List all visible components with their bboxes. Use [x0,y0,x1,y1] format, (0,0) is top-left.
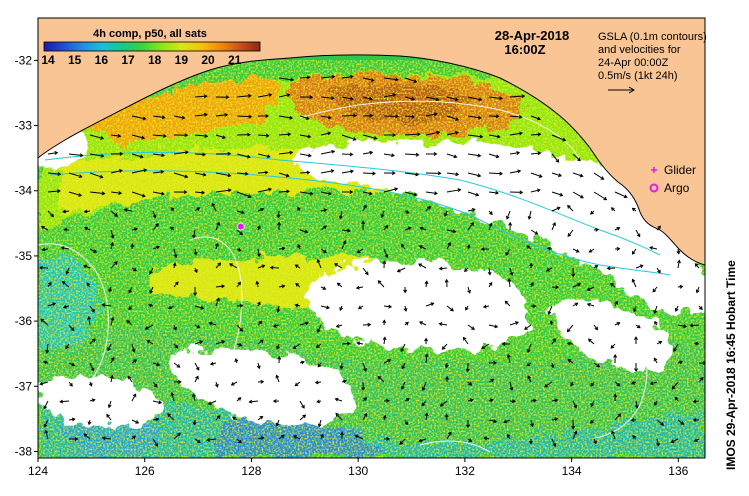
x-tick-label: 132 [455,464,475,478]
land-australia [38,18,705,266]
x-tick-label: 134 [562,464,582,478]
x-tick-label: 136 [668,464,688,478]
colorbar-tick-label: 18 [148,53,162,67]
y-tick-label: -32 [15,53,33,67]
cloud-central [310,261,531,350]
isobaths [44,152,671,276]
legend: Glider Argo [649,163,696,195]
glider-marker [236,222,245,231]
legend-glider: Glider [664,163,696,177]
scale-arrow-icon [608,86,635,94]
date-label: 28-Apr-2018 [495,28,569,43]
x-tick-label: 130 [348,464,368,478]
y-tick-label: -35 [15,249,33,263]
x-tick-label: 128 [241,464,261,478]
colorbar-tick-label: 19 [175,53,189,67]
colorbar-tick-label: 16 [95,53,109,67]
plot-frame [37,17,706,459]
sla-contours [38,100,648,453]
argo-legend-icon [649,183,659,193]
colorbar-tick-label: 14 [41,53,55,67]
cloud-northeast [296,142,705,313]
y-axis: -32 -33 -34 -35 -36 -37 -38 [15,53,38,458]
x-axis: 124 126 128 130 132 134 136 [28,458,689,478]
info-line-4: 0.5m/s (1kt 24h) [598,70,677,82]
colorbar-title: 4h comp, p50, all sats [93,28,207,40]
credit-text: IMOS 29-Apr-2018 16:45 Hobart Time [724,260,738,470]
colorbar-tick-label: 17 [121,53,135,67]
info-line-1: GSLA (0.1m contours) [598,31,707,43]
cloud-mask [38,124,705,426]
legend-argo: Argo [664,181,690,195]
colorbar-tick-label: 20 [201,53,215,67]
y-tick-label: -34 [15,184,33,198]
x-tick-label: 126 [135,464,155,478]
colorbar-ticks: 14 15 16 17 18 19 20 21 [41,53,241,67]
cloud-south-central [170,348,353,426]
colorbar-tick-label: 21 [228,53,242,67]
info-line-2: and velocities for [598,44,681,56]
velocity-arrows [39,74,705,448]
y-tick-label: -38 [15,444,33,458]
colorbar-tick-label: 15 [68,53,82,67]
info-line-3: 24-Apr 00:00Z [598,57,669,69]
y-tick-label: -37 [15,379,33,393]
cloud-far-east [551,299,674,371]
x-tick-label: 124 [28,464,48,478]
glider-legend-icon [651,167,657,173]
colorbar: 4h comp, p50, all sats 14 15 16 17 18 19 20 21 [41,28,261,67]
y-tick-label: -33 [15,119,33,133]
time-label: 16:00Z [504,42,545,57]
cloud-southwest [40,374,161,426]
y-tick-label: -36 [15,314,33,328]
colorbar-bar [44,42,260,51]
colorbar-gradient [44,42,260,51]
